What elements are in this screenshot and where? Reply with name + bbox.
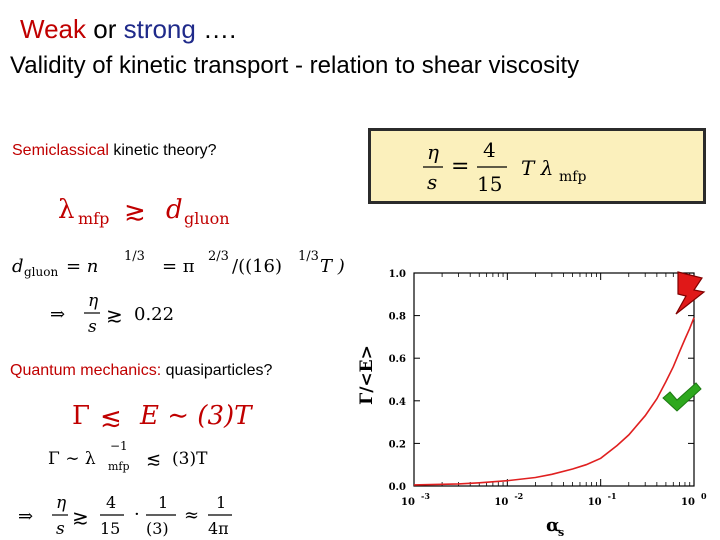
lambda-sub: mfp — [78, 209, 109, 228]
dot: · — [134, 504, 140, 525]
quantum-highlight: Quantum mechanics: — [10, 362, 162, 379]
slide-title: Weak or strong …. — [20, 14, 236, 45]
dg-eq2: = π — [162, 256, 195, 277]
f1-den: 15 — [100, 519, 120, 538]
eta1: η — [88, 291, 99, 311]
box-eta: η — [427, 140, 439, 164]
dg-sub: gluon — [24, 265, 58, 279]
f1-num: 4 — [106, 493, 116, 512]
box-sub: mfp — [559, 169, 586, 185]
semiclassical-highlight: Semiclassical — [12, 142, 109, 159]
gl-rhs: (3)T — [172, 449, 208, 469]
quantum-label: Quantum mechanics: quasiparticles? — [10, 362, 272, 380]
x-tick-exp-0: -3 — [421, 491, 430, 501]
checkmark-icon — [662, 382, 702, 412]
d-sub: gluon — [184, 209, 230, 228]
dg-exp1: 1/3 — [124, 249, 145, 264]
quantum-rest: quasiparticles? — [165, 362, 273, 379]
title-ellipsis: …. — [203, 14, 237, 44]
box-den: 15 — [477, 172, 502, 196]
lambda-rel: ≳ — [124, 197, 146, 227]
svg-text:=: = — [451, 154, 469, 179]
d-symbol: d — [166, 195, 183, 225]
title-or: or — [93, 14, 117, 44]
y-tick-label-0: 0.0 — [389, 482, 406, 493]
y-tick-label-1: 0.2 — [389, 439, 406, 450]
gl-sub: mfp — [108, 460, 130, 473]
y-tick-label-5: 1.0 — [389, 269, 406, 280]
x-tick-label-2: 10 — [588, 497, 602, 508]
x-axis-label-sub: s — [558, 526, 564, 539]
eta2: η — [56, 493, 67, 513]
dg-eq1: = n — [66, 256, 98, 277]
y-axis-label: Γ/<E> — [357, 345, 377, 405]
title-strong: strong — [123, 14, 196, 44]
val1: 0.22 — [134, 304, 174, 325]
x-tick-label-1: 10 — [494, 497, 508, 508]
gamma-rel: ≲ — [100, 403, 122, 433]
dg-tail: /((16) — [232, 256, 282, 277]
arrow2: ⇒ — [18, 506, 33, 527]
left-formulas: λ mfp ≳ d gluon d gluon = n 1/3 = π 2/3 … — [12, 195, 345, 539]
plot-frame — [413, 272, 695, 487]
f2-num: 1 — [158, 493, 168, 512]
lightning-icon — [675, 271, 706, 315]
box-s: s — [427, 170, 437, 194]
box-num: 4 — [483, 138, 496, 162]
viscosity-formula-box: η s = 4 15 T λ mfp — [368, 128, 706, 204]
x-tick-label-3: 10 — [681, 497, 695, 508]
gl-lhs: Γ ∼ λ — [48, 449, 96, 469]
gl-rel: ≲ — [146, 449, 161, 470]
approx: ≈ — [184, 505, 199, 526]
semiclassical-rest: kinetic theory? — [113, 142, 217, 159]
gl-exp: −1 — [110, 439, 128, 453]
dg-exp3: 1/3 — [298, 249, 319, 264]
f2-den: (3) — [146, 519, 169, 538]
semiclassical-label: Semiclassical kinetic theory? — [12, 142, 217, 160]
gamma-symbol: Γ — [72, 401, 90, 431]
y-tick-label-4: 0.8 — [389, 312, 406, 323]
slide-subtitle: Validity of kinetic transport - relation… — [10, 52, 580, 79]
f3-den: 4π — [208, 519, 229, 538]
x-tick-label-0: 10 — [401, 497, 415, 508]
series-line — [413, 317, 695, 486]
arrow1: ⇒ — [50, 304, 65, 325]
x-tick-exp-1: -2 — [514, 491, 523, 501]
s1: s — [88, 317, 97, 337]
y-tick-label-3: 0.6 — [389, 354, 406, 365]
y-tick-label-2: 0.4 — [389, 397, 406, 408]
x-axis-label: α — [546, 515, 560, 536]
f3-num: 1 — [216, 493, 226, 512]
rel2: ≳ — [72, 505, 89, 529]
lambda-symbol: λ — [58, 195, 74, 225]
gamma-mid: E ∼ (3)T — [139, 401, 253, 431]
rel1: ≳ — [106, 303, 123, 327]
s2: s — [56, 519, 65, 539]
dg-tail2: T ) — [320, 256, 345, 277]
dg-exp2: 2/3 — [208, 249, 229, 264]
box-tail: T λ — [521, 156, 553, 180]
dg-symbol: d — [12, 256, 24, 277]
title-weak: Weak — [20, 14, 86, 44]
x-tick-exp-3: 0 — [701, 491, 707, 501]
x-tick-exp-2: -1 — [608, 491, 617, 501]
